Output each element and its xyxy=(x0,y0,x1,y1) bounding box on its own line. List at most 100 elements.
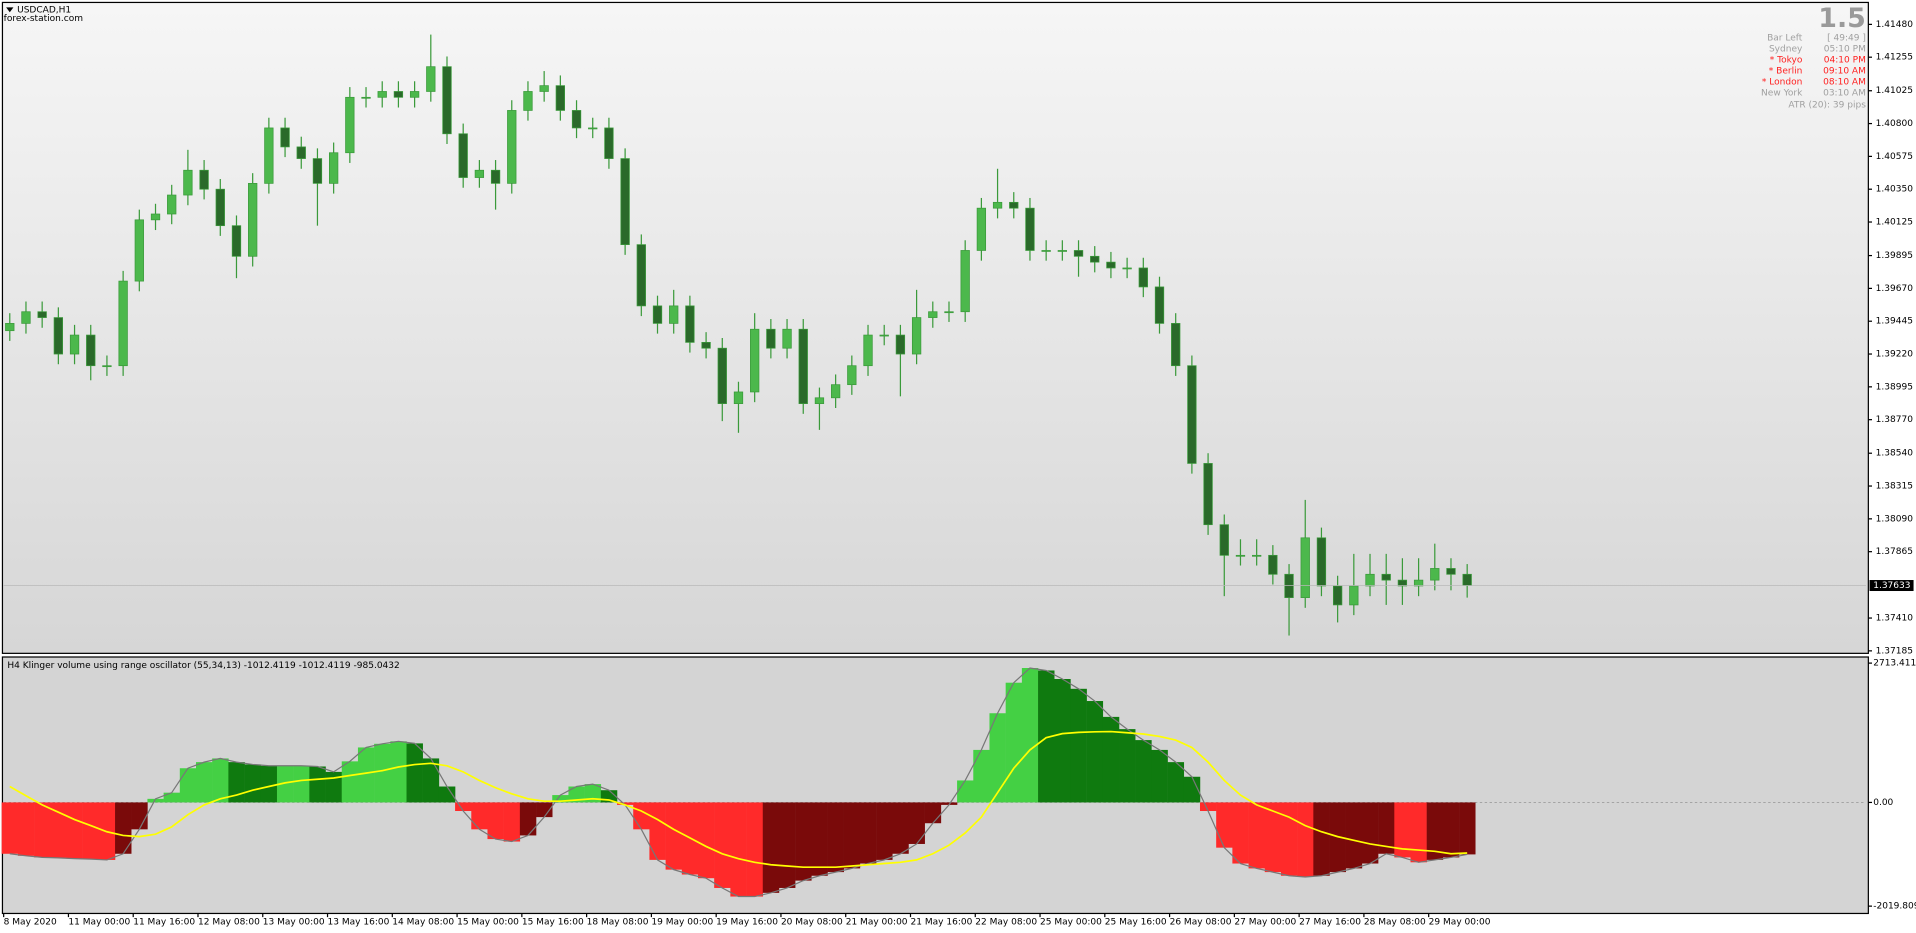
histogram-bar xyxy=(1361,802,1379,864)
y-tick-label: 1.39895 xyxy=(1876,251,1913,261)
y-tick-label: 2713.4112 xyxy=(1873,659,1916,669)
histogram-bar xyxy=(1459,802,1476,855)
atr: ATR (20): 39 pips xyxy=(1788,101,1866,111)
x-tick-label: 28 May 08:00 xyxy=(1364,918,1426,928)
y-tick-label: 1.41480 xyxy=(1876,20,1914,30)
histogram-bar xyxy=(1038,670,1055,803)
x-tick-label: 18 May 08:00 xyxy=(587,918,649,928)
info-label: * Berlin xyxy=(1769,66,1803,76)
candle-body xyxy=(442,66,452,135)
candle-body xyxy=(215,188,225,227)
y-tick-label: 1.37865 xyxy=(1876,547,1913,557)
candle-body xyxy=(507,110,517,184)
histogram-bar xyxy=(552,795,569,803)
candle-body xyxy=(1349,585,1359,606)
candle-body xyxy=(960,250,970,313)
candle-body xyxy=(1268,554,1278,575)
x-tick-label: 8 May 2020 xyxy=(4,918,57,928)
candle-body xyxy=(636,244,646,307)
candle-body xyxy=(1235,554,1246,557)
histogram-bar xyxy=(1,802,19,854)
last-price-bg xyxy=(1869,580,1914,592)
histogram-bar xyxy=(811,802,828,876)
histogram-bar xyxy=(665,802,683,870)
candle-body xyxy=(1138,267,1148,288)
candle-body xyxy=(1413,579,1424,587)
candle-body xyxy=(1462,573,1472,586)
y-tick-label: -2019.809 xyxy=(1873,902,1916,912)
x-tick-label: 15 May 16:00 xyxy=(522,918,584,928)
candle-body xyxy=(474,169,485,178)
histogram-bar xyxy=(1086,701,1104,803)
histogram-bar xyxy=(973,749,990,803)
histogram-bar xyxy=(697,802,715,879)
histogram-bar xyxy=(17,802,35,856)
histogram-bar xyxy=(1426,802,1444,860)
dropdown-icon[interactable] xyxy=(6,7,14,13)
candle-body xyxy=(264,127,274,184)
candle-body xyxy=(798,328,808,404)
histogram-bar xyxy=(293,765,310,803)
histogram-bar xyxy=(1167,762,1185,803)
y-tick-label: 1.40575 xyxy=(1876,152,1913,162)
candle-body xyxy=(1300,537,1310,598)
candle-body xyxy=(328,152,339,184)
x-tick-label: 25 May 16:00 xyxy=(1105,918,1167,928)
histogram-bar xyxy=(827,802,844,873)
histogram-bar xyxy=(957,780,974,803)
signal-line xyxy=(9,730,1468,869)
y-tick-label: 1.39670 xyxy=(1876,284,1914,294)
histogram-bar xyxy=(438,786,456,803)
candle-body xyxy=(426,66,436,92)
candle-body xyxy=(652,305,663,324)
histogram-bar xyxy=(778,802,796,888)
histogram-bar xyxy=(471,802,488,830)
histogram-bar xyxy=(422,758,440,803)
histogram-bar xyxy=(1280,802,1298,876)
candle-body xyxy=(490,169,501,184)
info-value: 09:10 AM xyxy=(1823,66,1866,76)
histogram-bar xyxy=(163,792,181,803)
candle-body xyxy=(782,328,792,349)
candle-body xyxy=(345,96,355,154)
histogram-bar xyxy=(503,802,521,842)
y-tick-label: 0.00 xyxy=(1873,798,1893,808)
histogram-bar xyxy=(1054,679,1071,803)
candle-body xyxy=(701,341,711,349)
candle-body xyxy=(1332,585,1343,606)
histogram-bar xyxy=(260,765,278,803)
candle-body xyxy=(1284,573,1294,598)
histogram-bar xyxy=(244,764,262,803)
histogram-bar xyxy=(1410,802,1427,863)
candle-body xyxy=(1430,568,1440,581)
x-tick-label: 27 May 00:00 xyxy=(1234,918,1296,928)
candle-body xyxy=(1122,267,1132,270)
histogram-bar xyxy=(1216,802,1233,848)
candle-body xyxy=(199,169,209,190)
candle-body xyxy=(1106,261,1116,269)
candle-body xyxy=(1154,286,1165,324)
candle-body xyxy=(1073,250,1084,257)
candle-body xyxy=(361,96,371,99)
x-tick-label: 26 May 08:00 xyxy=(1170,918,1232,928)
candle-body xyxy=(539,85,549,92)
histogram-bar xyxy=(341,761,359,803)
histogram-bar xyxy=(989,713,1006,803)
y-tick-label: 1.39220 xyxy=(1876,350,1914,360)
candle-body xyxy=(86,334,96,367)
histogram-bar xyxy=(1151,749,1168,803)
histogram-outline xyxy=(9,667,1468,898)
x-tick-label: 14 May 08:00 xyxy=(392,918,454,928)
y-tick-label: 1.38770 xyxy=(1876,415,1914,425)
histogram-bar xyxy=(212,758,229,803)
candle-body xyxy=(604,127,614,159)
histogram-bar xyxy=(584,784,602,803)
info-label: New York xyxy=(1761,88,1803,98)
candle-body xyxy=(750,328,760,393)
histogram-bar xyxy=(1183,776,1201,803)
histogram-bar xyxy=(1313,802,1330,876)
candle-body xyxy=(1219,524,1229,556)
histogram-bar xyxy=(179,768,197,803)
y-tick-label: 1.38995 xyxy=(1876,382,1913,392)
